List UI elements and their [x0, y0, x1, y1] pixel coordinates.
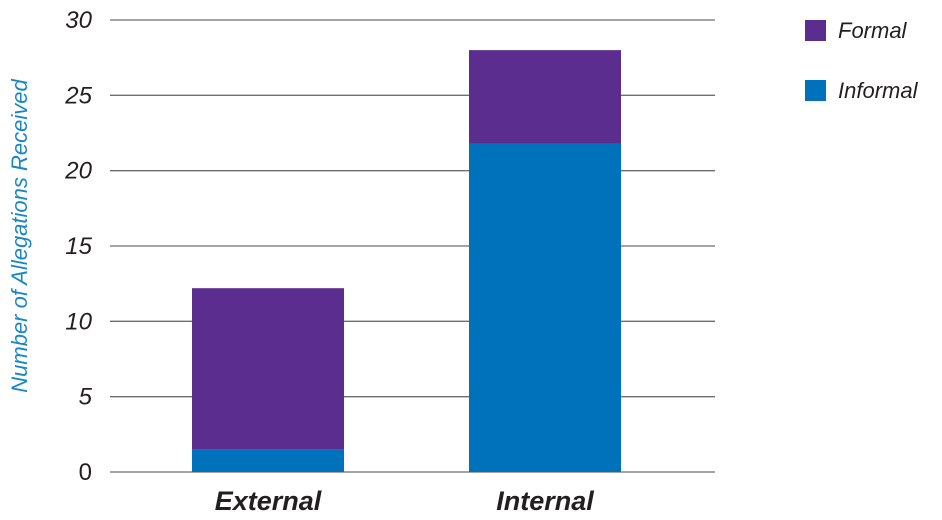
legend: Formal Informal [805, 18, 919, 103]
bars [192, 50, 621, 472]
legend-swatch-informal [805, 80, 826, 101]
legend-swatch-formal [805, 20, 826, 41]
x-category-label: Internal [496, 486, 594, 516]
bar-internal-informal [469, 143, 621, 472]
bar-internal-formal [469, 50, 621, 144]
y-tick-labels: 0 5 10 15 20 25 30 [64, 7, 92, 486]
legend-label-formal: Formal [838, 18, 908, 43]
y-tick-label: 30 [65, 7, 92, 34]
y-tick-label: 5 [79, 384, 93, 411]
y-axis-title: Number of Allegations Received [7, 79, 32, 393]
y-tick-label: 15 [65, 233, 92, 260]
x-category-labels: External Internal [215, 486, 595, 516]
y-tick-label: 25 [64, 82, 92, 109]
y-tick-label: 20 [64, 158, 92, 185]
x-category-label: External [215, 486, 322, 516]
y-tick-label: 0 [79, 459, 92, 486]
y-tick-label: 10 [65, 308, 92, 335]
legend-label-informal: Informal [838, 78, 919, 103]
bar-external-informal [192, 449, 344, 472]
bar-external-formal [192, 288, 344, 450]
